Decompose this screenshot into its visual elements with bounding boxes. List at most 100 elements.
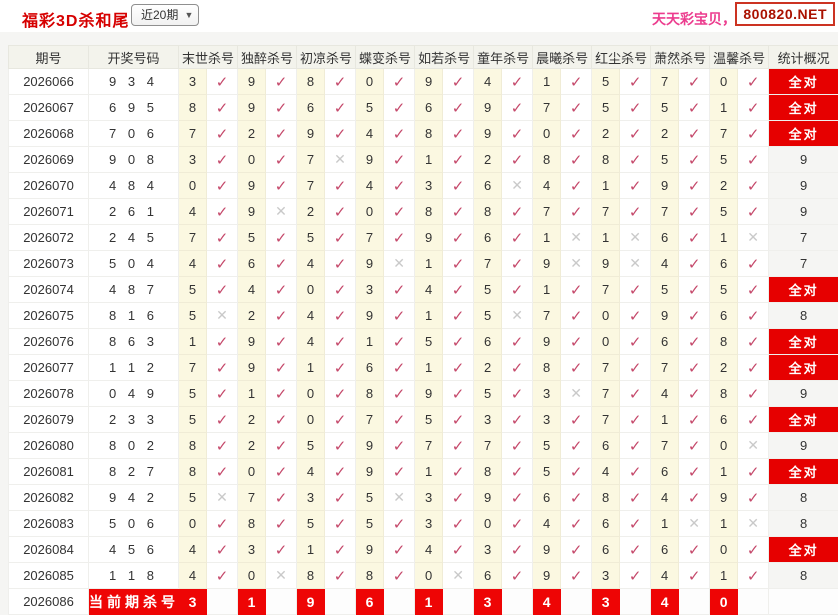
hit-check-icon: ✓ (275, 334, 288, 351)
miss-x-icon: ✕ (747, 515, 759, 531)
kill-mark-cell: ✓ (384, 563, 415, 589)
miss-x-icon: ✕ (216, 307, 228, 323)
hit-check-icon: ✓ (570, 516, 583, 533)
draw-numbers-cell: 1 1 2 (89, 355, 179, 381)
hit-check-icon: ✓ (275, 74, 288, 91)
hit-check-icon: ✓ (216, 230, 229, 247)
kill-mark-cell: ✓ (738, 459, 769, 485)
kill-number-cell: 9 (238, 69, 266, 95)
hit-check-icon: ✓ (511, 74, 524, 91)
kill-mark-cell: ✓ (561, 199, 592, 225)
kill-mark-cell: ✓ (738, 407, 769, 433)
miss-x-icon: ✕ (452, 567, 464, 583)
hit-check-icon: ✓ (629, 100, 642, 117)
kill-number-cell: 7 (592, 407, 620, 433)
hit-check-icon: ✓ (334, 282, 347, 299)
col-header-kill-2: 独醉杀号 (238, 46, 297, 69)
hit-check-icon: ✓ (570, 152, 583, 169)
kill-mark-cell: ✓ (620, 303, 651, 329)
kill-mark-cell: ✓ (384, 147, 415, 173)
kill-mark-cell: ✓ (207, 173, 238, 199)
kill-number-cell: 2 (651, 121, 679, 147)
kill-mark-cell: ✕ (325, 147, 356, 173)
stat-cell: 9 (769, 433, 838, 459)
kill-number-cell: 8 (710, 329, 738, 355)
kill-number-cell: 1 (297, 355, 325, 381)
stat-cell: 全对 (769, 329, 838, 355)
draw-numbers-cell: 4 5 6 (89, 537, 179, 563)
kill-mark-cell: ✓ (738, 537, 769, 563)
hit-check-icon: ✓ (570, 360, 583, 377)
kill-mark-cell: ✓ (620, 329, 651, 355)
hit-check-icon: ✓ (688, 204, 701, 221)
hit-check-icon: ✓ (511, 386, 524, 403)
hit-check-icon: ✓ (570, 282, 583, 299)
kill-mark-cell: ✓ (738, 485, 769, 511)
hit-check-icon: ✓ (747, 178, 760, 195)
kill-mark-cell (679, 589, 710, 615)
kill-mark-cell: ✓ (620, 173, 651, 199)
kill-mark-cell: ✓ (443, 459, 474, 485)
hit-check-icon: ✓ (393, 542, 406, 559)
hit-check-icon: ✓ (216, 568, 229, 585)
kill-mark-cell: ✓ (620, 199, 651, 225)
kill-number-cell: 6 (651, 537, 679, 563)
kill-number-cell: 8 (592, 485, 620, 511)
kill-number-cell: 4 (474, 69, 502, 95)
draw-numbers-cell: 2 3 3 (89, 407, 179, 433)
kill-mark-cell: ✓ (679, 355, 710, 381)
kill-mark-cell: ✓ (325, 407, 356, 433)
current-kill-number-cell: 4 (533, 589, 561, 615)
kill-number-cell: 9 (297, 121, 325, 147)
hit-check-icon: ✓ (747, 412, 760, 429)
kill-mark-cell: ✓ (679, 303, 710, 329)
kill-number-cell: 0 (238, 563, 266, 589)
kill-mark-cell: ✓ (738, 355, 769, 381)
kill-number-cell: 5 (651, 277, 679, 303)
kill-mark-cell: ✓ (443, 381, 474, 407)
kill-number-cell: 4 (179, 537, 207, 563)
kill-number-cell: 8 (356, 563, 384, 589)
hit-check-icon: ✓ (570, 126, 583, 143)
period-cell: 2026086 (9, 589, 89, 615)
hit-check-icon: ✓ (688, 74, 701, 91)
period-range-select[interactable]: 近20期 ▼ (131, 4, 199, 26)
kill-number-cell: 7 (651, 199, 679, 225)
kill-number-cell: 5 (474, 381, 502, 407)
kill-mark-cell: ✓ (502, 69, 533, 95)
hit-check-icon: ✓ (216, 542, 229, 559)
kill-mark-cell: ✓ (325, 251, 356, 277)
kill-number-cell: 6 (474, 173, 502, 199)
period-cell: 2026066 (9, 69, 89, 95)
kill-mark-cell: ✓ (620, 277, 651, 303)
miss-x-icon: ✕ (629, 229, 641, 245)
kill-number-cell: 8 (179, 459, 207, 485)
kill-number-cell: 7 (179, 121, 207, 147)
kill-mark-cell (561, 589, 592, 615)
kill-mark-cell: ✓ (443, 121, 474, 147)
draw-numbers-cell: 6 9 5 (89, 95, 179, 121)
kill-mark-cell: ✓ (443, 147, 474, 173)
kill-number-cell: 1 (592, 225, 620, 251)
kill-mark-cell: ✓ (325, 459, 356, 485)
hit-check-icon: ✓ (393, 100, 406, 117)
kill-mark-cell (443, 589, 474, 615)
kill-mark-cell: ✓ (561, 303, 592, 329)
kill-number-cell: 5 (297, 511, 325, 537)
table-header: 期号开奖号码末世杀号独醉杀号初凉杀号蝶变杀号如若杀号童年杀号晨曦杀号红尘杀号萧然… (9, 46, 838, 69)
hit-check-icon: ✓ (275, 126, 288, 143)
kill-mark-cell: ✓ (620, 537, 651, 563)
kill-number-cell: 6 (651, 225, 679, 251)
kill-mark-cell: ✓ (443, 355, 474, 381)
col-header-kill-5: 如若杀号 (415, 46, 474, 69)
kill-mark-cell: ✓ (325, 381, 356, 407)
hit-check-icon: ✓ (747, 360, 760, 377)
kill-mark-cell: ✓ (325, 329, 356, 355)
kill-mark-cell: ✓ (620, 433, 651, 459)
kill-mark-cell: ✓ (679, 407, 710, 433)
kill-number-cell: 5 (592, 95, 620, 121)
kill-number-cell: 6 (651, 459, 679, 485)
